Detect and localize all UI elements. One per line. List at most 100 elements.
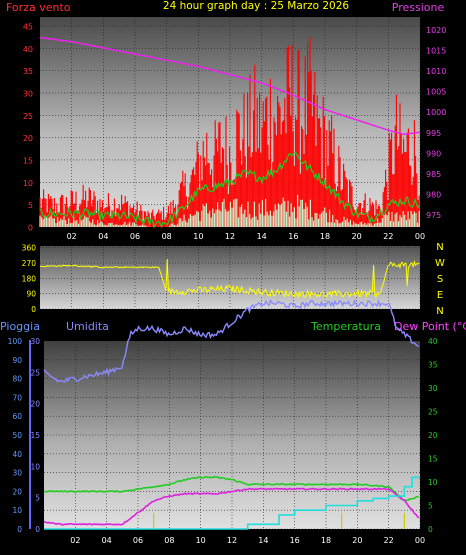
pressure-axis-ticks: 975 980 985 990 995 1000 1005 1010 1015 1020 [426, 26, 446, 220]
compass-label: N [436, 306, 443, 317]
temperature-tick-label: 15 [428, 455, 438, 464]
hour-tick-label: 14 [257, 232, 267, 241]
pressure-tick-label: 1015 [426, 46, 446, 55]
rain-tick-label: 50 [12, 431, 22, 440]
humidity-axis-ticks: 0 5 10 15 20 25 30 [30, 337, 40, 534]
pressure-tick-label: 980 [426, 191, 441, 200]
hour-tick-label: 06 [130, 232, 140, 241]
wind-tick-label: 25 [23, 112, 33, 121]
rain-axis-title: Pioggia [0, 320, 40, 333]
hour-tick-label: 10 [193, 232, 203, 241]
chart-title: 24 hour graph day : 25 Marzo 2026 [163, 0, 350, 12]
hour-tick-label: 16 [288, 232, 298, 241]
temperature-line [43, 476, 420, 502]
hour-tick-label: 14 [258, 536, 268, 545]
rain-tick-label: 80 [12, 375, 22, 384]
hour-tick-label: 02 [67, 232, 77, 241]
hour-tick-label: 04 [102, 536, 112, 545]
direction-tick-label: 180 [22, 274, 37, 283]
wind-tick-label: 10 [23, 179, 33, 188]
temperature-axis-ticks: 0 5 10 15 20 25 30 35 40 [428, 337, 438, 534]
hour-tick-label: 20 [352, 232, 362, 241]
direction-series [39, 258, 420, 300]
hour-tick-label: 12 [225, 232, 235, 241]
humidity-tick-label: 15 [30, 431, 40, 440]
wind-tick-label: 20 [23, 134, 33, 143]
humidity-line [43, 298, 420, 383]
wind-hour-ticks: 02 04 06 08 10 12 14 16 18 20 22 00 [67, 232, 426, 241]
temperature-tick-label: 25 [428, 408, 438, 417]
rain-tick-label: 20 [12, 487, 22, 496]
direction-plot-area [40, 246, 420, 309]
pressure-axis-title: Pressione [392, 1, 445, 14]
hour-tick-label: 20 [352, 536, 362, 545]
rain-total-line [44, 476, 420, 530]
humidity-tick-label: 30 [30, 337, 40, 346]
pressure-tick-label: 1020 [426, 26, 446, 35]
rain-tick-label: 70 [12, 393, 22, 402]
direction-axis-ticks: 0 90 180 270 360 [22, 244, 37, 314]
humidity-tick-label: 25 [30, 368, 40, 377]
wind-tick-label: 15 [23, 156, 33, 165]
pressure-tick-label: 1010 [426, 67, 446, 76]
hour-tick-label: 06 [133, 536, 143, 545]
humidity-tick-label: 5 [35, 494, 40, 503]
compass-label: W [435, 258, 445, 269]
hour-tick-label: 00 [415, 536, 425, 545]
direction-tick-label: 360 [22, 244, 37, 253]
wind-average-line [39, 151, 420, 229]
wind-tick-label: 40 [23, 45, 33, 54]
rain-tick-label: 90 [12, 356, 22, 365]
wind-gust-bars [39, 36, 420, 227]
temperature-axis-title: Temperatura [310, 320, 381, 333]
temperature-tick-label: 20 [428, 431, 438, 440]
wind-tick-label: 5 [28, 201, 33, 210]
direction-tick-label: 270 [22, 259, 37, 268]
hour-tick-label: 08 [162, 232, 172, 241]
temperature-series [43, 298, 420, 530]
rain-tick-label: 0 [17, 525, 22, 534]
pressure-tick-label: 985 [426, 170, 441, 179]
temperature-tick-label: 10 [428, 478, 438, 487]
hour-tick-label: 00 [415, 232, 425, 241]
rain-tick-label: 40 [12, 450, 22, 459]
temperature-tick-label: 40 [428, 337, 438, 346]
wind-tick-label: 30 [23, 89, 33, 98]
humidity-tick-label: 20 [30, 400, 40, 409]
dewpoint-axis-title: Dew Point (°C) [394, 320, 466, 333]
direction-grid [40, 246, 421, 310]
hour-tick-label: 04 [98, 232, 108, 241]
dewpoint-line [43, 487, 420, 526]
humidity-axis-title: Umidita [66, 320, 109, 333]
temperature-tick-label: 5 [428, 502, 433, 511]
pressure-tick-label: 990 [426, 149, 441, 158]
wind-series [39, 36, 421, 229]
rain-tick-label: 60 [12, 412, 22, 421]
rain-tick-label: 100 [8, 337, 23, 346]
hour-tick-label: 18 [320, 232, 330, 241]
wind-direction-line [39, 258, 420, 300]
pressure-tick-label: 1005 [426, 88, 446, 97]
hour-tick-label: 22 [383, 232, 393, 241]
compass-label: E [437, 290, 443, 301]
pressure-tick-label: 975 [426, 211, 441, 220]
hour-tick-label: 18 [321, 536, 331, 545]
humidity-tick-label: 0 [35, 525, 40, 534]
temperature-grid [44, 340, 421, 530]
hour-tick-label: 08 [164, 536, 174, 545]
hour-tick-label: 12 [227, 536, 237, 545]
direction-tick-label: 0 [31, 305, 36, 314]
temperature-hour-ticks: 02 04 06 08 10 12 14 16 18 20 22 00 [70, 536, 425, 545]
wind-gust-fill [39, 36, 420, 227]
rain-axis-ticks: 0 10 20 30 40 50 60 70 80 90 100 [8, 337, 23, 534]
pressure-tick-label: 995 [426, 129, 441, 138]
hour-tick-label: 10 [196, 536, 206, 545]
hour-tick-label: 02 [70, 536, 80, 545]
temperature-tick-label: 0 [428, 525, 433, 534]
temperature-tick-label: 35 [428, 361, 438, 370]
